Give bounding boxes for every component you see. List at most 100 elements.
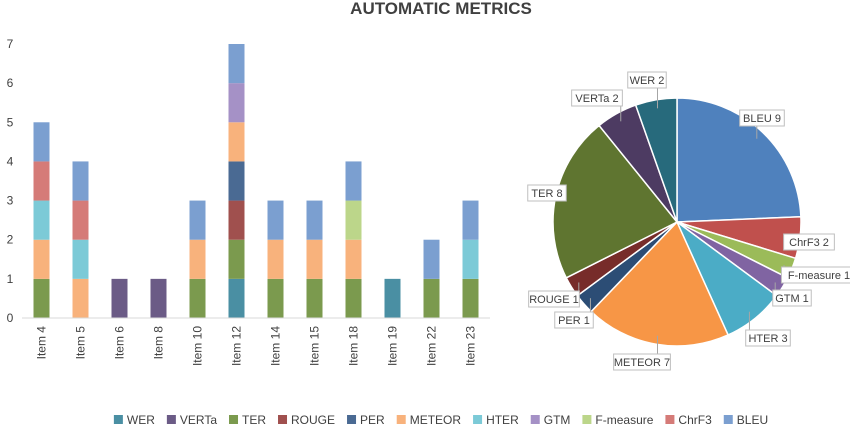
bar-segment-gtm-item-12: [228, 83, 245, 123]
bar-segment-meteor-item-18: [345, 239, 362, 279]
legend-label-bleu: BLEU: [737, 413, 768, 427]
category-label: Item 23: [464, 326, 478, 366]
pie-slice-label: METEOR 7: [614, 357, 670, 369]
pie-slice-label: WER 2: [630, 75, 665, 87]
category-label: Item 5: [74, 326, 88, 360]
bar-segment-hter-item-23: [462, 239, 479, 279]
bar-segment-bleu-item-12: [228, 44, 245, 84]
category-label: Item 12: [230, 326, 244, 366]
bar-segment-meteor-item-4: [33, 239, 50, 279]
bar-segment-meteor-item-15: [306, 239, 323, 279]
x-axis: Item 4 Item 5 Item 6 Item 8 Item 10 Item 12 It…: [22, 317, 490, 366]
category-label: Item 14: [269, 326, 283, 366]
legend-swatch-f-measure: [582, 415, 592, 424]
callout-box: [554, 311, 594, 329]
legend: WER VERTa TER ROUGE PER METEOR HTER GTM F-measur…: [113, 413, 768, 427]
callout-box: [627, 71, 667, 89]
bar-segment-hter-item-4: [33, 200, 50, 240]
pie-slice-bleu: [676, 97, 802, 223]
pie-slice-meteor: [590, 220, 730, 347]
legend-swatch-bleu: [723, 415, 733, 424]
pie-slice-label: ROUGE 1: [529, 294, 579, 306]
legend-label-hter: HTER: [486, 413, 519, 427]
legend-label-meteor: METEOR: [410, 413, 462, 427]
y-axis: 0 1 2 3 4 5 6 7: [7, 37, 14, 325]
bar-segment-per-item-12: [228, 161, 245, 201]
bar-segment-verta-item-6: [111, 278, 128, 318]
callout-box: [772, 289, 812, 307]
category-label: Item 6: [113, 326, 127, 360]
bar-segment-ter-item-15: [306, 278, 323, 318]
y-tick-label: 4: [7, 154, 14, 168]
bar-segment-ter-item-22: [423, 278, 440, 318]
y-tick-label: 6: [7, 76, 14, 90]
callout-box: [780, 266, 850, 284]
y-tick-label: 5: [7, 115, 14, 129]
legend-label-rouge: ROUGE: [291, 413, 335, 427]
legend-label-gtm: GTM: [544, 413, 571, 427]
callout-box: [528, 290, 580, 308]
y-tick-label: 0: [7, 311, 14, 325]
pie-slice-wer: [634, 97, 678, 223]
legend-swatch-per: [347, 415, 357, 424]
bar-segment-ter-item-12: [228, 239, 245, 279]
bar-segment-bleu-item-10: [189, 200, 206, 240]
category-label: Item 8: [152, 326, 166, 360]
pie-slice-label: F-measure 1: [788, 270, 850, 282]
pie-slice-label: GTM 1: [775, 293, 809, 305]
category-label: Item 4: [35, 326, 49, 360]
bar-segment-bleu-item-15: [306, 200, 323, 240]
pie-callouts: BLEU 9 ChrF3 2 F-measure 1 GTM 1 HTER 3 METEO…: [527, 71, 850, 371]
bar-segment-ter-item-14: [267, 278, 284, 318]
pie-slice-label: VERTa 2: [575, 93, 618, 105]
legend-label-per: PER: [360, 413, 385, 427]
legend-label-chrf3: ChrF3: [678, 413, 712, 427]
bar-segment-chrf3-item-4: [33, 161, 50, 201]
legend-swatch-hter: [473, 415, 483, 424]
pie-slices: [552, 97, 802, 347]
bar-segment-bleu-item-5: [72, 161, 89, 201]
stacked-bar-chart: 0 1 2 3 4 5 6 7 Item 4 Item 5 Item 6 Item 8 Item 10…: [7, 37, 490, 366]
pie-slice-label: ChrF3 2: [789, 237, 829, 249]
bar-segment-meteor-item-12: [228, 122, 245, 162]
bar-segment-ter-item-4: [33, 278, 50, 318]
bar-segment-wer-item-12: [228, 278, 245, 318]
bar-segment-rouge-item-12: [228, 200, 245, 240]
callout-box: [739, 109, 785, 127]
chart-title: AUTOMATIC METRICS: [350, 0, 532, 18]
bar-segment-bleu-item-14: [267, 200, 284, 240]
bar-segment-bleu-item-4: [33, 122, 50, 162]
bar-segment-bleu-item-22: [423, 239, 440, 279]
legend-label-ter: TER: [242, 413, 266, 427]
y-tick-label: 7: [7, 37, 14, 51]
bar-segment-ter-item-10: [189, 278, 206, 318]
bar-segment-verta-item-8: [150, 278, 167, 318]
callout-box: [527, 184, 567, 202]
y-tick-label: 1: [7, 272, 14, 286]
legend-swatch-gtm: [530, 415, 540, 424]
legend-swatch-rouge: [278, 415, 288, 424]
bar-segment-hter-item-5: [72, 239, 89, 279]
pie-slice-label: BLEU 9: [743, 113, 781, 125]
bar-segment-ter-item-23: [462, 278, 479, 318]
pie-slice-label: PER 1: [558, 315, 590, 327]
legend-swatch-meteor: [396, 415, 406, 424]
pie-slice-label: HTER 3: [748, 333, 787, 345]
y-tick-label: 2: [7, 233, 14, 247]
legend-swatch-ter: [229, 415, 239, 424]
legend-swatch-chrf3: [665, 415, 675, 424]
y-tick-label: 3: [7, 194, 14, 208]
callout-box: [783, 233, 835, 251]
legend-swatch-verta: [166, 415, 176, 424]
category-label: Item 15: [308, 326, 322, 366]
category-label: Item 22: [425, 326, 439, 366]
category-label: Item 10: [191, 326, 205, 366]
bar-segment-bleu-item-18: [345, 161, 362, 201]
callout-box: [745, 329, 791, 347]
bar-segment-chrf3-item-5: [72, 200, 89, 240]
legend-label-verta: VERTa: [180, 413, 217, 427]
bar-segment-bleu-item-23: [462, 200, 479, 240]
bar-segment-f-measure-item-18: [345, 200, 362, 240]
bar-segment-meteor-item-5: [72, 278, 89, 318]
